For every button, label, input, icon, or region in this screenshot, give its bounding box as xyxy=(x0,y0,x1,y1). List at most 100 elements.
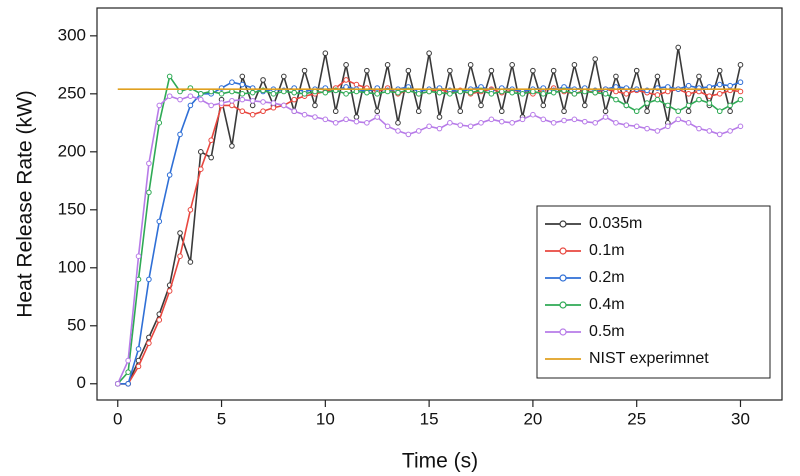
series-marker xyxy=(644,100,650,106)
series-marker xyxy=(218,100,225,106)
series-marker xyxy=(187,206,194,213)
legend-marker xyxy=(559,274,567,282)
series-marker xyxy=(737,96,744,103)
y-tick-label: 0 xyxy=(77,373,86,392)
series-marker xyxy=(166,288,173,294)
series-marker xyxy=(301,91,308,97)
series-marker xyxy=(675,108,682,115)
legend-marker xyxy=(559,247,567,255)
series-marker xyxy=(384,62,391,68)
series-marker xyxy=(197,91,204,97)
series-marker xyxy=(135,346,142,352)
series-marker xyxy=(187,102,194,109)
series-marker xyxy=(571,116,578,123)
series-marker xyxy=(239,91,246,97)
series-marker xyxy=(405,67,412,74)
series-marker xyxy=(197,149,204,155)
x-axis-label: Time (s) xyxy=(402,450,478,473)
series-marker xyxy=(229,102,235,109)
series-marker xyxy=(716,108,723,115)
series-marker xyxy=(737,123,744,130)
series-marker xyxy=(696,73,702,80)
series-marker xyxy=(146,160,152,167)
series-marker xyxy=(623,102,630,109)
series-marker xyxy=(125,369,131,375)
series-marker xyxy=(260,99,266,105)
legend-label: 0.035m xyxy=(589,215,642,232)
x-tick-label: 5 xyxy=(217,409,226,428)
series-marker xyxy=(384,123,391,130)
series-marker xyxy=(706,100,713,106)
series-marker xyxy=(457,108,464,115)
legend-label: 0.5m xyxy=(589,323,625,340)
legend-box xyxy=(536,205,771,379)
series-marker xyxy=(166,172,173,178)
series-marker xyxy=(561,108,567,115)
series-marker xyxy=(685,120,692,126)
series-marker xyxy=(395,120,401,126)
series-marker xyxy=(146,189,152,196)
series-marker xyxy=(737,62,744,68)
series-marker xyxy=(550,67,557,74)
series-marker xyxy=(125,380,131,387)
series-marker xyxy=(177,230,183,236)
x-tick-label: 30 xyxy=(731,409,750,428)
series-marker xyxy=(488,116,495,123)
series-marker xyxy=(488,67,495,74)
series-marker xyxy=(239,81,246,88)
x-tick-label: 25 xyxy=(627,409,646,428)
series-marker xyxy=(353,81,360,88)
series-marker xyxy=(405,131,412,138)
series-marker xyxy=(685,91,692,97)
series-marker xyxy=(592,56,598,62)
series-marker xyxy=(301,67,308,74)
series-marker xyxy=(395,128,401,134)
series-marker xyxy=(135,253,142,259)
series-marker xyxy=(343,91,349,97)
series-marker xyxy=(322,50,329,57)
y-tick-label: 250 xyxy=(58,83,86,102)
series-marker xyxy=(467,62,474,68)
x-tick-label: 20 xyxy=(523,409,542,428)
series-marker xyxy=(665,123,671,130)
x-tick-label: 15 xyxy=(420,409,439,428)
series-marker xyxy=(540,91,547,97)
y-axis-label: Heat Release Rate (kW) xyxy=(14,90,37,318)
series-marker xyxy=(260,77,266,83)
series-marker xyxy=(478,102,484,109)
series-marker xyxy=(332,108,339,115)
series-marker xyxy=(633,67,640,74)
series-marker xyxy=(125,357,131,364)
series-marker xyxy=(229,97,235,104)
series-marker xyxy=(229,143,235,149)
series-marker xyxy=(197,96,204,103)
series-marker xyxy=(685,82,692,89)
series-marker xyxy=(322,116,329,123)
series-marker xyxy=(623,122,630,128)
series-marker xyxy=(633,108,640,115)
y-tick-label: 50 xyxy=(67,315,86,334)
series-marker xyxy=(716,91,723,97)
series-marker xyxy=(208,154,214,161)
series-marker xyxy=(592,120,598,126)
series-marker xyxy=(415,128,422,134)
series-marker xyxy=(364,120,370,126)
series-marker xyxy=(696,125,702,132)
series-marker xyxy=(706,128,713,134)
series-marker xyxy=(436,125,443,132)
series-marker xyxy=(623,91,630,97)
series-marker xyxy=(436,114,443,120)
series-marker xyxy=(166,73,173,80)
series-marker xyxy=(415,108,422,115)
series-marker xyxy=(249,102,256,109)
series-marker xyxy=(540,102,547,109)
series-marker xyxy=(260,108,266,115)
series-marker xyxy=(364,67,370,74)
series-marker xyxy=(727,128,733,134)
series-marker xyxy=(229,79,235,86)
x-tick-label: 0 xyxy=(113,409,122,428)
series-marker xyxy=(156,102,163,109)
series-marker xyxy=(685,102,692,109)
series-marker xyxy=(187,259,194,265)
series-marker xyxy=(281,102,287,109)
